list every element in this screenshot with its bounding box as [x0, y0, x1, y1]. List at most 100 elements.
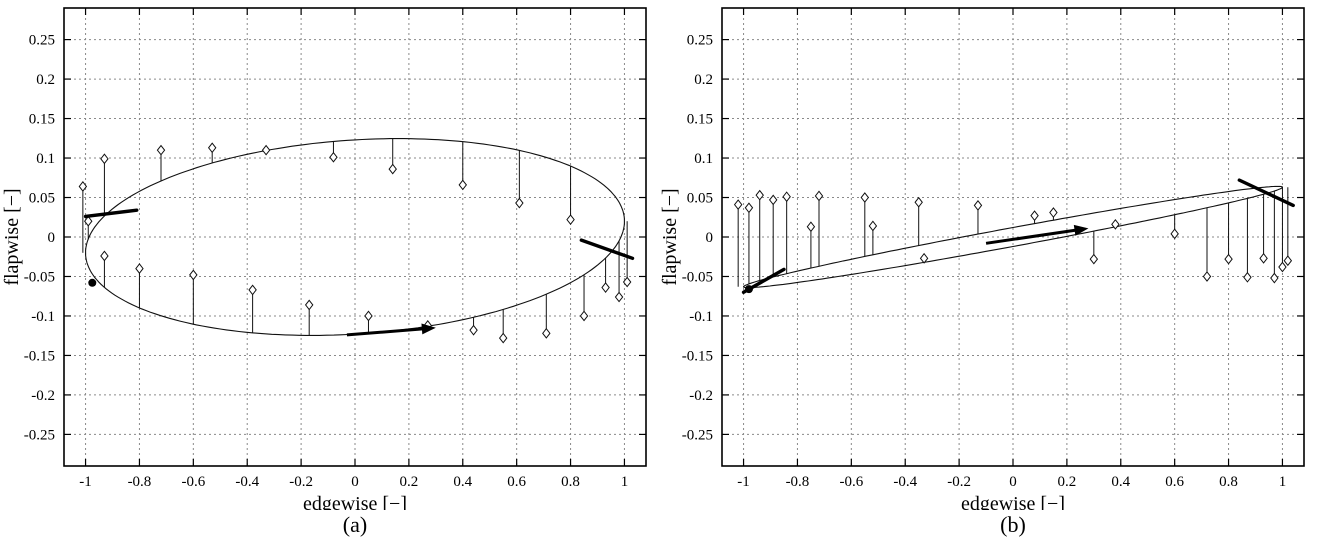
y-tick-label: -0.2 — [31, 388, 55, 404]
diamond-marker — [973, 200, 983, 211]
x-tick-label: -0.8 — [786, 474, 810, 490]
x-tick-label: -0.4 — [893, 474, 917, 490]
y-tick-label: -0.25 — [24, 427, 55, 443]
diamond-marker — [1049, 207, 1058, 218]
diamond-marker — [868, 220, 878, 232]
orbit-curve — [85, 138, 625, 336]
diamond-marker — [814, 190, 824, 202]
diamond-marker — [84, 215, 93, 227]
panel-b: -1 -0.8 -0.6 -0.4 -0.2 0 0.2 0.4 0.6 0.8 1 -0.25 -0.… — [658, 0, 1316, 549]
diamond-marker — [806, 221, 816, 233]
diamond-marker — [860, 192, 870, 203]
bold-segment — [1237, 178, 1295, 208]
x-tick-label: 0 — [1009, 474, 1017, 490]
y-tick-label: 0.05 — [29, 191, 55, 207]
start-point-marker — [88, 278, 97, 287]
diamond-marker — [248, 284, 257, 296]
diamond-marker — [1270, 272, 1279, 284]
diamond-marker — [135, 263, 144, 274]
x-tick-label: 1 — [1279, 474, 1287, 490]
y-tick-label: -0.05 — [682, 269, 713, 285]
diamond-marker — [469, 324, 478, 336]
diamond-marker — [542, 327, 551, 339]
x-tick-label: -0.8 — [128, 474, 152, 490]
y-tick-label: 0.15 — [29, 112, 55, 128]
diamond-marker — [261, 144, 271, 156]
diamond-marker — [601, 282, 610, 293]
chart-a-svg: -1 -0.8 -0.6 -0.4 -0.2 0 0.2 0.4 0.6 0.8 1 -0.25 -0.… — [1, 7, 647, 510]
y-tick-label: 0 — [706, 230, 714, 246]
diamond-marker — [622, 276, 632, 288]
direction-arrow-shaft — [346, 327, 426, 337]
direction-arrow-head — [1073, 224, 1089, 236]
chart-b-svg: -1 -0.8 -0.6 -0.4 -0.2 0 0.2 0.4 0.6 0.8 1 -0.25 -0.… — [659, 7, 1305, 510]
x-axis-label: edgewise [−] — [961, 493, 1065, 510]
diamond-marker — [388, 163, 397, 175]
caption-a: (a) — [342, 512, 368, 537]
diamond-marker — [755, 189, 764, 201]
direction-arrow-head — [421, 323, 436, 335]
diamond-marker — [1278, 261, 1287, 273]
diamond-marker — [919, 252, 929, 264]
y-tick-label: 0.1 — [694, 151, 713, 167]
y-tick-label: -0.2 — [689, 388, 713, 404]
x-tick-label: -0.4 — [235, 474, 259, 490]
diamond-marker — [1202, 271, 1212, 282]
x-tick-label: -1 — [79, 474, 92, 490]
diamond-marker — [100, 153, 109, 165]
plot-area: -1 -0.8 -0.6 -0.4 -0.2 0 0.2 0.4 0.6 0.8 1 -0.25 -0.… — [1, 7, 647, 510]
y-tick-label: 0.15 — [687, 112, 713, 128]
diamond-marker — [733, 199, 743, 211]
diamond-marker — [744, 202, 754, 214]
x-tick-label: 0.4 — [1111, 474, 1130, 490]
diamond-marker — [329, 151, 338, 163]
x-tick-label: 0 — [351, 474, 359, 490]
y-axis-label: flapwise [−] — [1, 188, 23, 285]
diamond-marker — [579, 310, 589, 322]
start-point-marker — [744, 285, 753, 294]
x-tick-label: -0.6 — [839, 474, 863, 490]
plot-area: -1 -0.8 -0.6 -0.4 -0.2 0 0.2 0.4 0.6 0.8 1 -0.25 -0.… — [659, 7, 1305, 510]
diamond-marker — [189, 269, 198, 281]
diamond-marker — [78, 181, 88, 192]
diamond-marker — [1259, 252, 1268, 264]
diamond-marker — [156, 144, 166, 156]
diamond-marker — [1089, 253, 1099, 265]
x-tick-label: 1 — [621, 474, 629, 490]
diamond-marker — [207, 142, 217, 154]
x-tick-label: -0.2 — [289, 474, 313, 490]
y-tick-label: 0.1 — [36, 151, 55, 167]
y-tick-label: 0.2 — [694, 72, 713, 88]
diamond-marker — [1243, 271, 1252, 283]
x-tick-label: -0.2 — [947, 474, 971, 490]
y-tick-label: -0.1 — [689, 309, 713, 325]
x-tick-label: 0.8 — [1219, 474, 1238, 490]
y-tick-label: -0.1 — [31, 309, 55, 325]
y-tick-label: -0.15 — [24, 348, 55, 364]
x-tick-label: -0.6 — [181, 474, 205, 490]
y-tick-label: -0.15 — [682, 348, 713, 364]
diamond-marker — [304, 299, 314, 311]
diamond-marker — [458, 179, 468, 191]
y-tick-label: 0.05 — [687, 191, 713, 207]
diamond-marker — [1224, 253, 1233, 265]
x-tick-label: 0.6 — [1165, 474, 1184, 490]
caption-b: (b) — [1000, 512, 1026, 537]
y-tick-label: 0.2 — [36, 72, 55, 88]
diamond-marker — [782, 191, 791, 203]
diamond-marker — [1030, 210, 1039, 222]
diamond-marker — [566, 214, 575, 226]
x-tick-label: 0.8 — [561, 474, 580, 490]
x-tick-label: 0.6 — [507, 474, 526, 490]
y-axis-label: flapwise [−] — [659, 188, 681, 285]
y-tick-label: 0.25 — [687, 33, 713, 49]
diamond-marker — [614, 291, 624, 303]
bold-segment — [83, 208, 139, 219]
x-axis-label: edgewise [−] — [303, 493, 407, 510]
y-tick-label: -0.25 — [682, 427, 713, 443]
diamond-marker — [100, 250, 109, 262]
bold-segment — [579, 238, 635, 261]
diamond-marker — [1111, 218, 1120, 230]
diamond-marker — [1170, 228, 1179, 240]
diamond-marker — [914, 196, 923, 208]
